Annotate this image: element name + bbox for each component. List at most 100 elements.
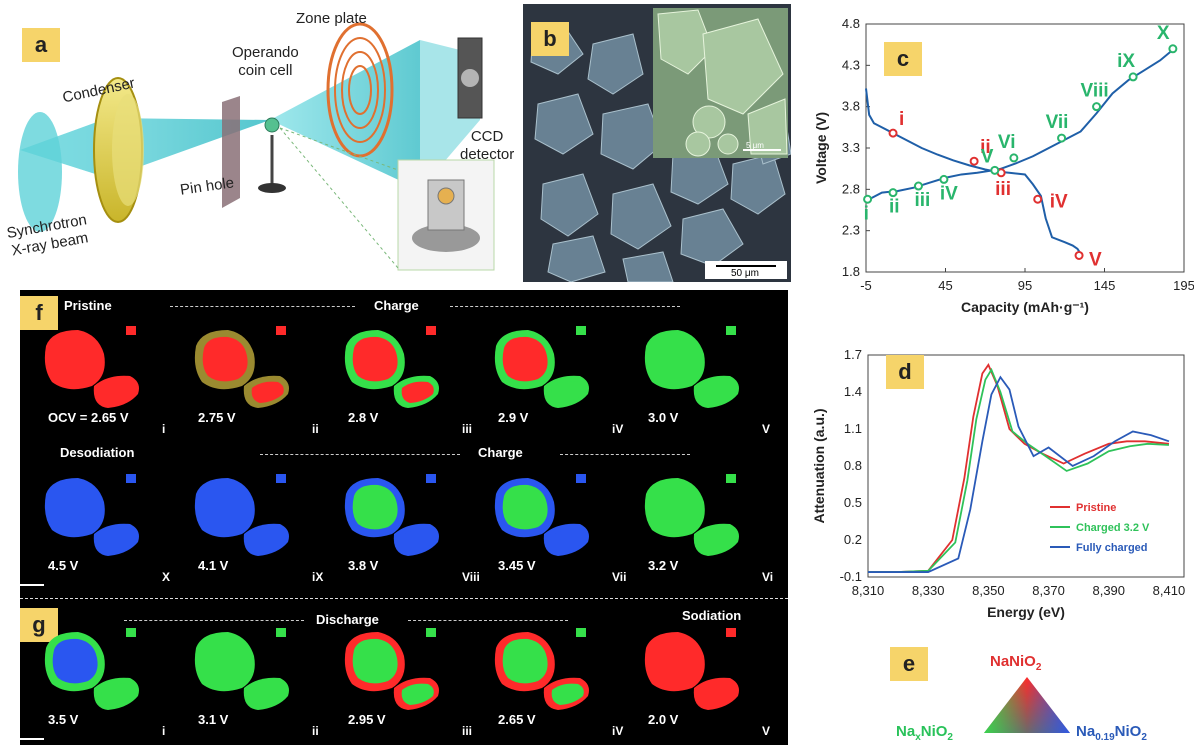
particle-fragment bbox=[276, 628, 286, 637]
y-tick-label: 1.4 bbox=[844, 384, 862, 399]
voltage-label: 3.8 V bbox=[348, 558, 379, 573]
particle-fragment bbox=[126, 628, 136, 637]
panel-tag-a: a bbox=[22, 28, 60, 62]
particle-core bbox=[52, 638, 98, 684]
f-row-1: OCV = 2.65 V i 2.75 V ii 2.8 V iii 2.9 V iV 3.0 … bbox=[20, 318, 788, 438]
particle-map bbox=[194, 628, 289, 710]
operando-line2: coin cell bbox=[238, 62, 293, 79]
state-numeral: Vi bbox=[762, 570, 774, 584]
particle-map bbox=[44, 474, 139, 556]
series-line bbox=[868, 367, 1170, 573]
g-sodiation-label: Sodiation bbox=[682, 608, 742, 623]
particle-fragment bbox=[726, 474, 736, 483]
marker-label: iX bbox=[1117, 51, 1135, 72]
panel-tag-c: c bbox=[884, 42, 922, 76]
operando-line1: Operando bbox=[232, 44, 299, 61]
particle-small-core bbox=[101, 683, 134, 705]
x-tick-label: 8,410 bbox=[1153, 583, 1186, 598]
coin-cell bbox=[264, 117, 280, 133]
particle-small bbox=[693, 677, 739, 710]
panel-e: e NaNiO 2 NaxNiO2 Na0.19NiO2 bbox=[800, 645, 1194, 749]
x-tick-label: 145 bbox=[1094, 278, 1116, 293]
ccd-label: CCD detector bbox=[460, 128, 514, 164]
voltage-label: 2.9 V bbox=[498, 410, 529, 425]
particle-map bbox=[644, 628, 739, 710]
series-line bbox=[868, 167, 1002, 201]
particle-fragment bbox=[576, 326, 586, 335]
particle-large bbox=[644, 632, 705, 692]
particle-map bbox=[644, 326, 739, 408]
marker-label: i bbox=[899, 109, 904, 130]
legend-entry: Pristine bbox=[1076, 502, 1116, 514]
f-arrow-2 bbox=[450, 306, 680, 307]
voltage-label: 4.1 V bbox=[198, 558, 229, 573]
series-line bbox=[993, 170, 1082, 255]
marker-point bbox=[969, 156, 979, 166]
particle-large bbox=[194, 478, 255, 538]
panel-a: a Condenser Operando coin cell Zone plat… bbox=[0, 0, 520, 290]
particle-map bbox=[44, 326, 139, 408]
x-tick-label: 195 bbox=[1173, 278, 1194, 293]
particle-small-core bbox=[251, 381, 284, 403]
panel-tag-e: e bbox=[890, 647, 928, 681]
y-tick-label: 4.3 bbox=[842, 57, 860, 72]
y-tick-label: 1.8 bbox=[842, 264, 860, 279]
voltage-label: OCV = 2.65 V bbox=[48, 410, 129, 425]
y-tick-label: 3.3 bbox=[842, 140, 860, 155]
particle-small bbox=[93, 375, 139, 408]
y-tick-label: 0.5 bbox=[844, 495, 862, 510]
main-scale-label: 50 μm bbox=[731, 268, 759, 279]
ccd-line1: CCD bbox=[470, 128, 504, 145]
panel-fg-txm-maps: f Pristine Charge OCV = 2.65 V i 2.75 V ii 2… bbox=[20, 290, 788, 745]
particle-fragment bbox=[726, 628, 736, 637]
y-tick-label: 1.7 bbox=[844, 347, 862, 362]
marker-point bbox=[913, 181, 923, 191]
particle-core bbox=[352, 484, 398, 530]
na019nio2-sub2: 2 bbox=[1141, 732, 1147, 743]
voltage-label: 3.0 V bbox=[648, 410, 679, 425]
particle-core bbox=[502, 484, 548, 530]
rgb-triangle bbox=[984, 677, 1070, 733]
particle-fragment bbox=[726, 326, 736, 335]
voltage-label: 2.75 V bbox=[198, 410, 236, 425]
panel-tag-g: g bbox=[20, 608, 58, 642]
particle-fragment bbox=[576, 474, 586, 483]
naxnio2-main: Na bbox=[896, 723, 916, 740]
particle-fragment bbox=[426, 326, 436, 335]
ccd-line2: detector bbox=[460, 146, 515, 163]
marker-label: Vi bbox=[998, 132, 1016, 153]
x-tick-label: 8,310 bbox=[852, 583, 885, 598]
y-tick-label: 0.8 bbox=[844, 458, 862, 473]
naxnio2-sub1: x bbox=[915, 732, 921, 743]
particle-map bbox=[494, 628, 589, 710]
particle-large bbox=[194, 632, 255, 692]
particle-fragment bbox=[126, 474, 136, 483]
f-row-2: 4.5 V X 4.1 V iX 3.8 V Viii 3.45 V Vii 3.2 V Vi bbox=[20, 466, 788, 586]
naxnio2-mid: NiO bbox=[920, 723, 948, 740]
g-row: 3.5 V i 3.1 V ii 2.95 V iii 2.65 V iV 2.0 V V bbox=[20, 620, 788, 740]
beamline-illustration bbox=[18, 22, 495, 271]
marker-point bbox=[939, 174, 949, 184]
particle-map bbox=[494, 474, 589, 556]
state-numeral: i bbox=[162, 724, 166, 738]
marker-label: V bbox=[981, 146, 994, 167]
xanes-chart: -0.1 0.2 0.5 0.8 1.1 1.4 1.7 8,310 8,330 8,350 8,3… bbox=[811, 347, 1186, 620]
particle-fragment bbox=[576, 628, 586, 637]
particle-large bbox=[44, 478, 105, 538]
particle-small-core bbox=[401, 529, 434, 551]
particle-core bbox=[202, 336, 248, 382]
particle-map bbox=[494, 326, 589, 408]
naxnio2-label: NaxNiO2 bbox=[896, 723, 953, 743]
state-numeral: Vii bbox=[612, 570, 627, 584]
particle-core bbox=[352, 638, 398, 684]
particle-map bbox=[344, 326, 439, 408]
voltage-label: 3.2 V bbox=[648, 558, 679, 573]
particle-core bbox=[352, 336, 398, 382]
g-discharge-label: Discharge bbox=[316, 612, 379, 627]
state-numeral: iii bbox=[462, 724, 473, 738]
nanio2-main: NaNiO bbox=[990, 653, 1036, 670]
f-arrow-1 bbox=[170, 306, 355, 307]
particle-small-core bbox=[551, 529, 584, 551]
voltage-label: 2.0 V bbox=[648, 712, 679, 727]
na019nio2-label: Na0.19NiO2 bbox=[1076, 723, 1147, 743]
